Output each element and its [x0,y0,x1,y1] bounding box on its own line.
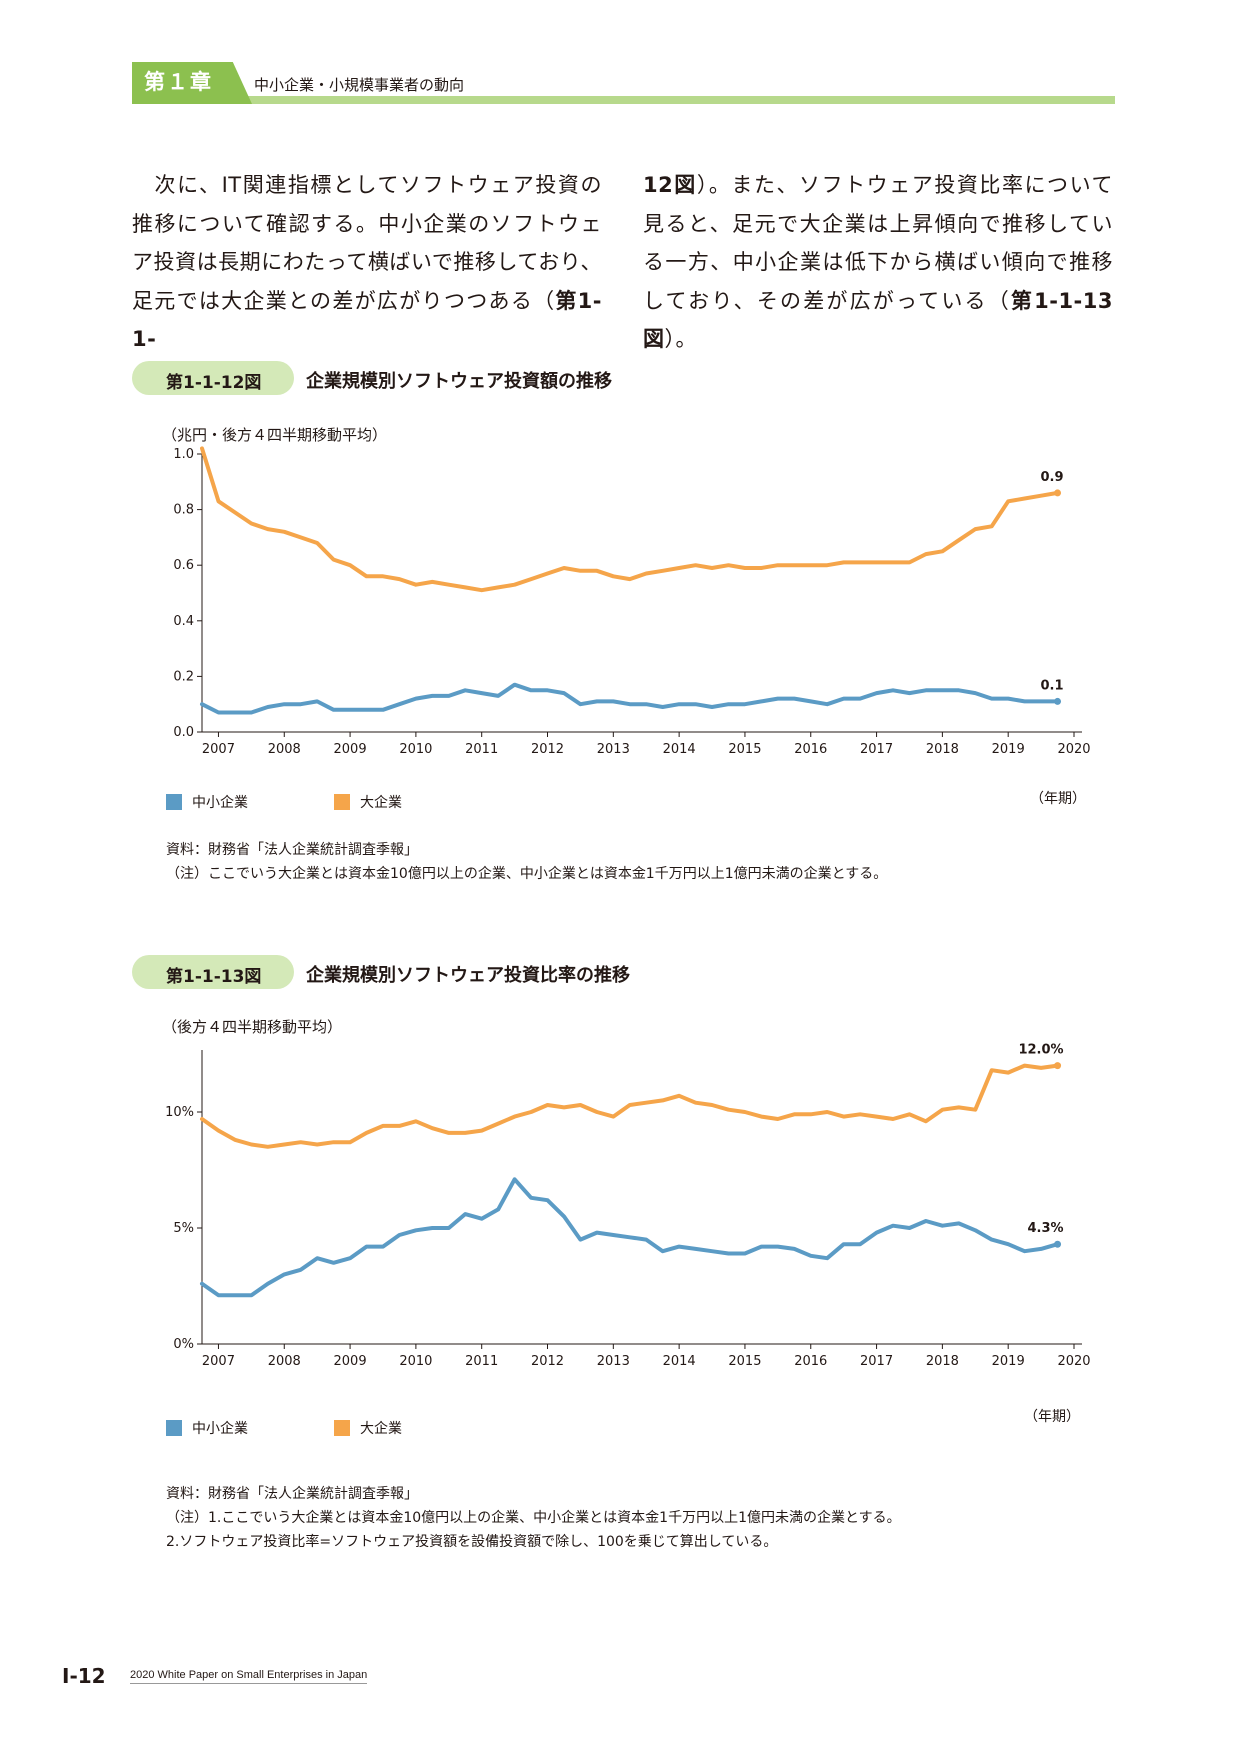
series-end-label: 4.3% [1027,1221,1063,1236]
x-tick-label: 2018 [926,742,959,757]
legend-swatch-sme [166,794,182,810]
x-tick-label: 2020 [1057,742,1090,757]
x-tick-label: 2014 [663,1354,696,1369]
legend-swatch-sme [166,1420,182,1436]
x-tick-label: 2020 [1057,1354,1090,1369]
series-end-marker [1054,489,1062,497]
page-number: Ⅰ-12 [62,1664,106,1688]
legend-label-large: 大企業 [360,795,402,811]
series-end-marker [1054,697,1062,705]
publication-title: 2020 White Paper on Small Enterprises in… [130,1669,368,1684]
legend-label-sme: 中小企業 [192,795,248,811]
x-tick-label: 2011 [465,1354,498,1369]
figure2-number-tag [132,955,294,989]
x-tick-label: 2009 [334,1354,367,1369]
figure1-chart: 0.0 0.2 0.4 0.6 0.8 1.0 2007 2008 2009 2010 2011 20… [173,446,1091,757]
x-tick-label: 2015 [728,742,761,757]
legend-swatch-large [334,794,350,810]
body-paragraph-left: 次に、IT関連指標としてソフトウェア投資の推移について確認する。中小企業のソフト… [132,166,602,359]
x-tick-label: 2011 [465,742,498,757]
chapter-tab [132,62,252,104]
legend-label-sme: 中小企業 [192,1421,248,1437]
series-end-marker [1054,1240,1062,1248]
figure1-title: 企業規模別ソフトウェア投資額の推移 [306,371,612,392]
figure1-unit-note: （兆円・後方４四半期移動平均） [162,426,388,444]
figure2-note-2: 2.ソフトウェア投資比率=ソフトウェア投資額を設備投資額で除し、100を乗じて算… [166,1534,778,1550]
figure2-number: 第1-1-13図 [166,967,262,987]
x-tick-label: 2017 [860,742,893,757]
x-tick-label: 2019 [992,1354,1025,1369]
y-tick-label: 0% [173,1337,194,1352]
figure2-note-1: （注）1.ここでいう大企業とは資本金10億円以上の企業、中小企業とは資本金1千万… [166,1510,901,1526]
chapter-title: 中小企業・小規模事業者の動向 [254,76,465,94]
series-end-marker [1054,1062,1062,1070]
figure2-unit-note: （後方４四半期移動平均） [162,1018,343,1036]
figure1-note: （注）ここでいう大企業とは資本金10億円以上の企業、中小企業とは資本金1千万円以… [166,866,888,882]
x-tick-label: 2013 [597,1354,630,1369]
x-tick-label: 2009 [334,742,367,757]
y-tick-label: 10% [165,1105,194,1120]
x-tick-label: 2010 [399,1354,432,1369]
x-tick-label: 2014 [663,742,696,757]
x-tick-label: 2008 [268,1354,301,1369]
figure2-title: 企業規模別ソフトウェア投資比率の推移 [306,965,630,986]
legend-label-large: 大企業 [360,1421,402,1437]
series-line [200,1177,1060,1298]
body-text-right: ）。また、ソフトウェア投資比率について見ると、足元で大企業は上昇傾向で推移してい… [643,173,1113,313]
series-line [200,682,1060,715]
series-end-label: 0.9 [1041,470,1064,485]
figure1-legend: 中小企業 大企業 [166,792,402,812]
series-end-label: 12.0% [1018,1043,1063,1058]
x-tick-label: 2016 [794,742,827,757]
figure2-period-label: （年期） [1024,1409,1080,1425]
y-tick-label: 0.6 [173,558,194,573]
legend-swatch-large [334,1420,350,1436]
x-tick-label: 2015 [728,1354,761,1369]
y-tick-label: 0.0 [173,725,194,740]
x-tick-label: 2010 [399,742,432,757]
figure1-number-tag [132,361,294,395]
x-tick-label: 2012 [531,742,564,757]
x-tick-label: 2007 [202,1354,235,1369]
body-ref-right: 12図 [643,173,697,197]
series-line [200,1063,1060,1149]
y-tick-label: 1.0 [173,447,194,462]
figure2-source: 資料：財務省「法人企業統計調査季報」 [166,1486,418,1502]
body-text-right-end: ）。 [664,327,697,351]
y-tick-label: 5% [173,1221,194,1236]
x-tick-label: 2019 [992,742,1025,757]
body-text-left: 次に、IT関連指標としてソフトウェア投資の推移について確認する。中小企業のソフト… [132,173,602,313]
body-ref-left: 第1-1- [132,288,603,352]
x-tick-label: 2012 [531,1354,564,1369]
y-tick-label: 0.4 [173,614,194,629]
x-tick-label: 2008 [268,742,301,757]
y-tick-label: 0.8 [173,503,194,518]
x-tick-label: 2017 [860,1354,893,1369]
x-tick-label: 2016 [794,1354,827,1369]
figure2-chart: 0% 5% 10% 2007 2008 2009 2010 2011 2012 2013 2014 2… [165,1043,1090,1369]
series-line [200,446,1060,593]
figure1-period-label: （年期） [1030,791,1086,807]
body-ref-right-2: 第1-1-13図 [643,288,1113,352]
body-paragraph-right: 12図）。また、ソフトウェア投資比率について見ると、足元で大企業は上昇傾向で推移… [643,166,1113,359]
figure1-number: 第1-1-12図 [166,373,262,393]
chapter-label: 第１章 [144,70,213,94]
x-tick-label: 2007 [202,742,235,757]
y-tick-label: 0.2 [173,669,194,684]
x-tick-label: 2018 [926,1354,959,1369]
figure2-legend: 中小企業 大企業 [166,1418,402,1438]
chapter-header-bar [132,96,1115,104]
series-end-label: 0.1 [1041,678,1064,693]
x-tick-label: 2013 [597,742,630,757]
figure1-source: 資料：財務省「法人企業統計調査季報」 [166,842,418,858]
